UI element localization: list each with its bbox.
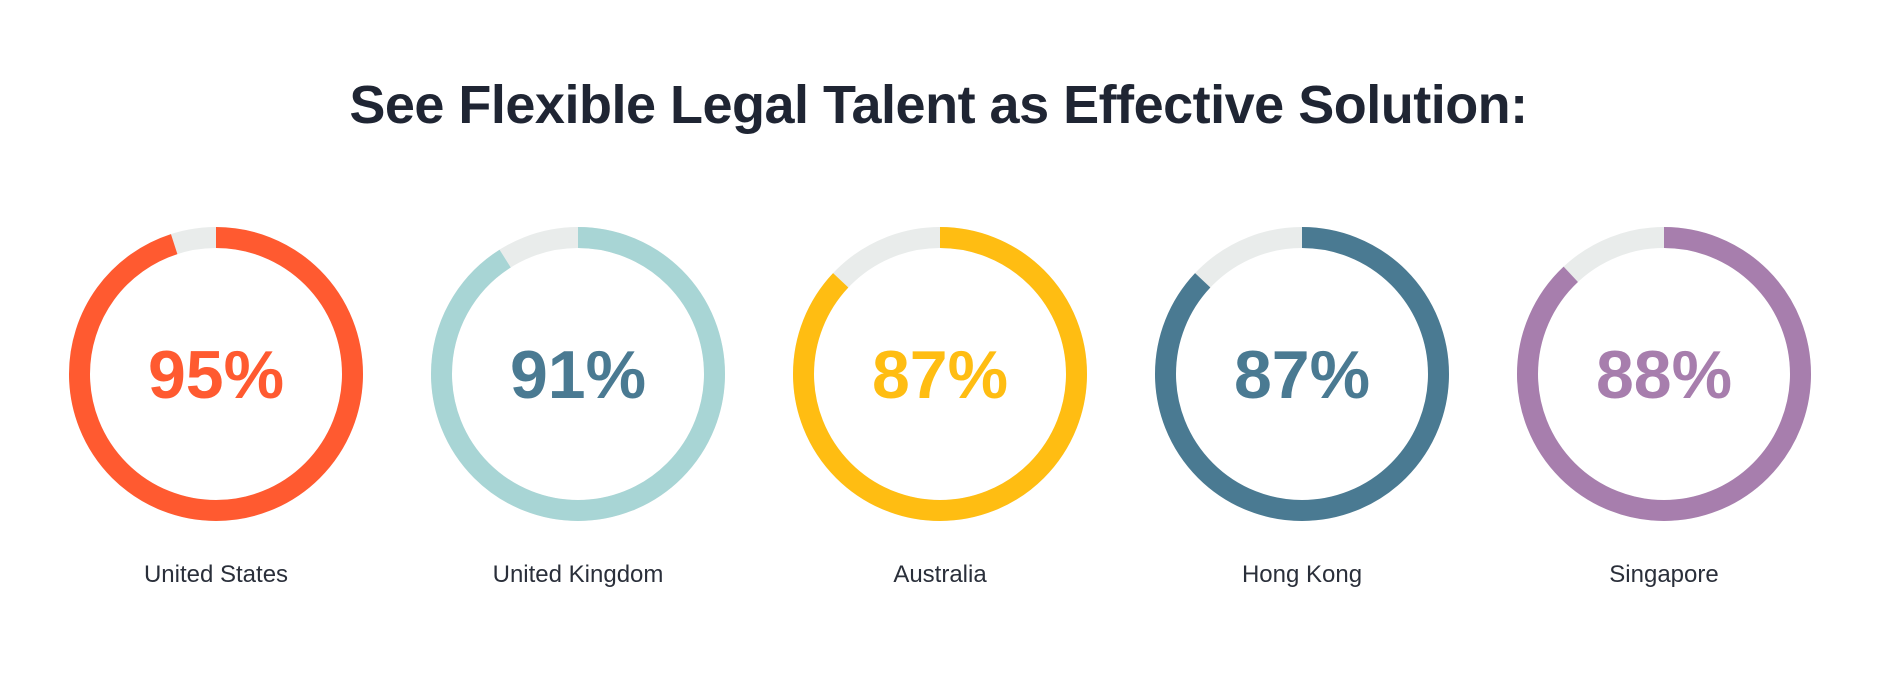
donut-value-arc — [69, 227, 363, 521]
donut-united-states: 95% United States — [69, 227, 363, 588]
donut-category-label: Singapore — [1609, 561, 1718, 588]
donut-value-label: 87% — [1234, 337, 1370, 413]
donut-value-arc — [1517, 227, 1811, 521]
donut-category-label: Hong Kong — [1242, 561, 1362, 588]
donut-value-arc — [431, 227, 725, 521]
donut-value-arc — [793, 227, 1087, 521]
donut-hong-kong: 87% Hong Kong — [1155, 227, 1449, 588]
donut-category-label: Australia — [893, 561, 987, 588]
donut-value-label: 91% — [510, 337, 646, 413]
donut-value-label: 88% — [1596, 337, 1732, 413]
donut-category-label: United States — [144, 561, 288, 588]
donut-australia: 87% Australia — [793, 227, 1087, 588]
donut-category-label: United Kingdom — [493, 561, 664, 588]
page-title: See Flexible Legal Talent as Effective S… — [349, 75, 1528, 135]
donut-value-arc — [1155, 227, 1449, 521]
donut-united-kingdom: 91% United Kingdom — [431, 227, 725, 588]
donut-value-label: 87% — [872, 337, 1008, 413]
donut-singapore: 88% Singapore — [1517, 227, 1811, 588]
donut-value-label: 95% — [148, 337, 284, 413]
